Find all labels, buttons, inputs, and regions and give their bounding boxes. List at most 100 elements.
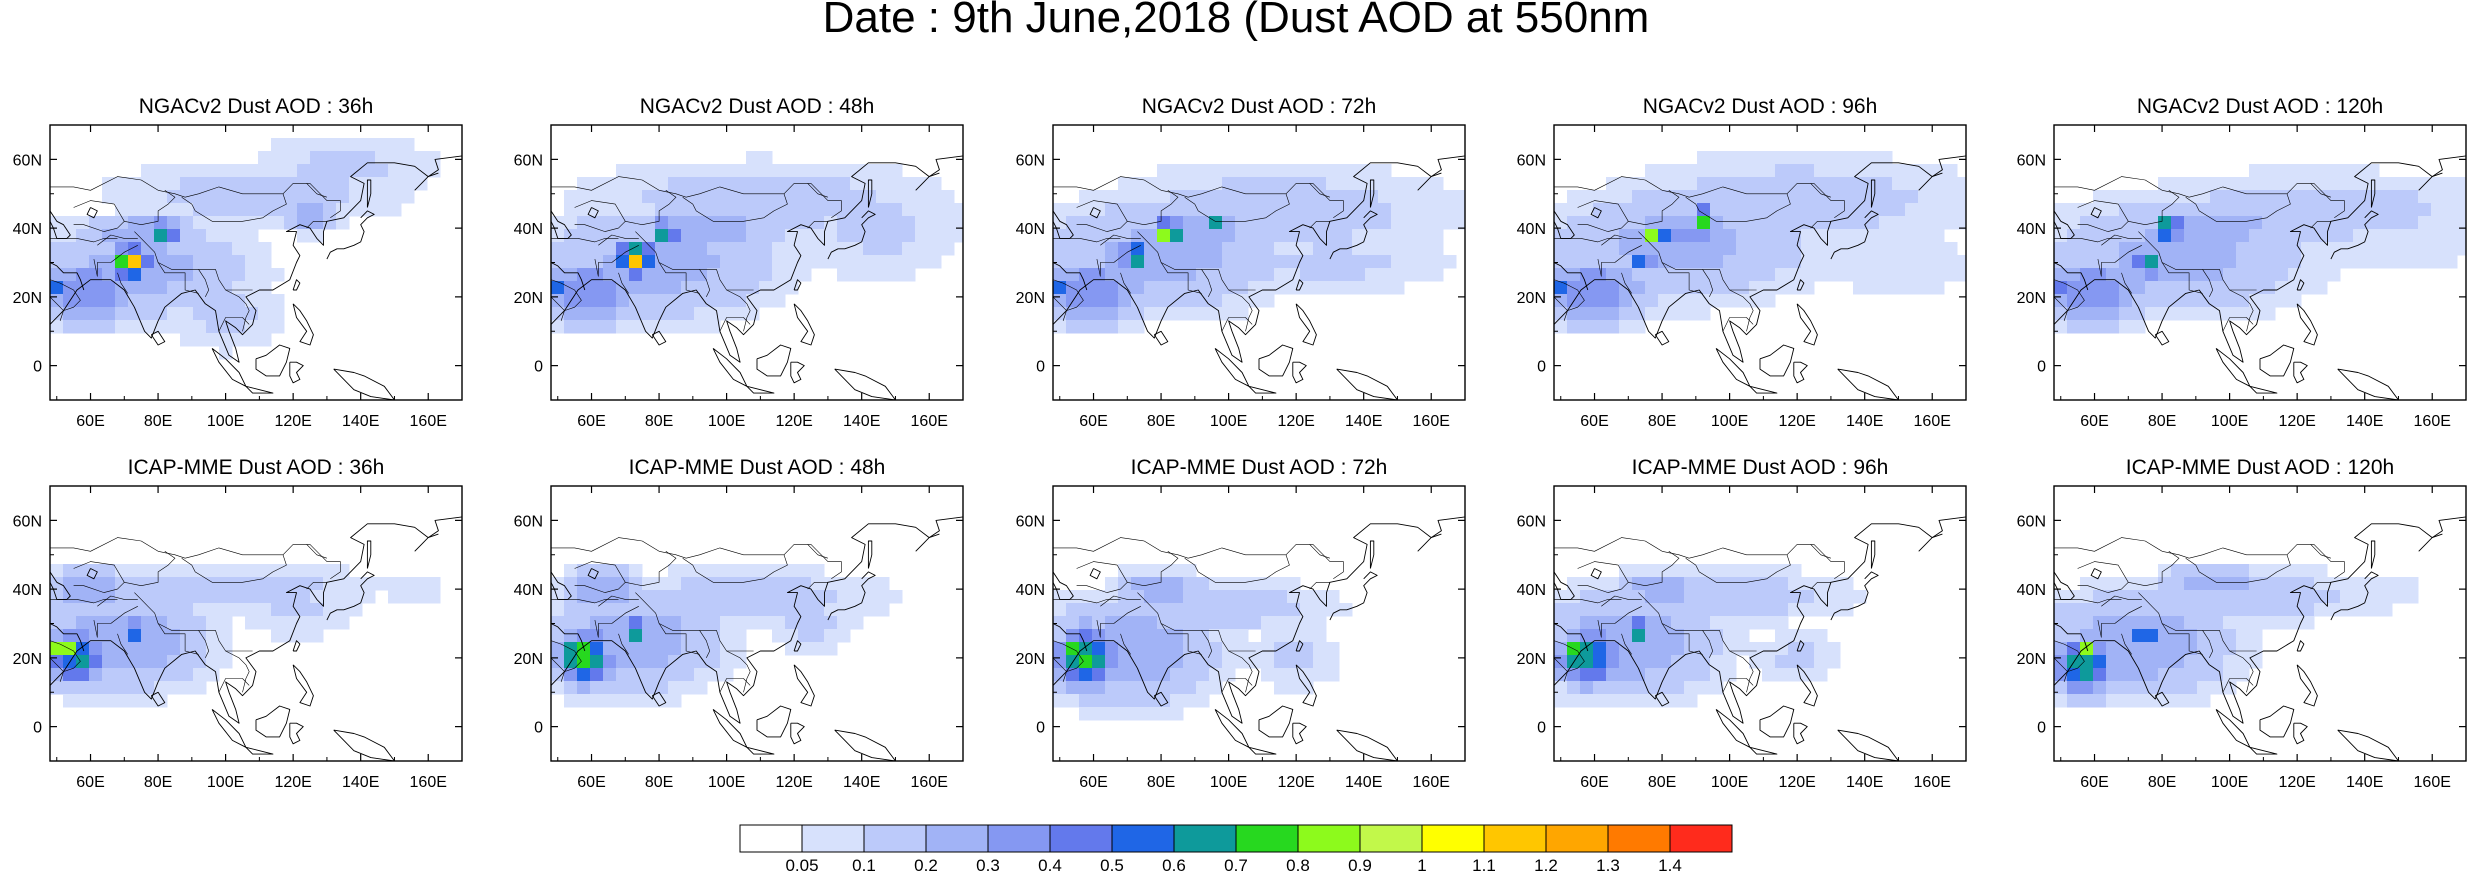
aod-cell (1378, 190, 1392, 204)
coastline (2296, 303, 2318, 346)
aod-cell (2171, 603, 2185, 617)
aod-cell (1632, 577, 1646, 591)
aod-cell (603, 203, 617, 217)
aod-cell (50, 668, 64, 682)
aod-cell (232, 268, 246, 282)
aod-cell (141, 255, 155, 269)
aod-cell (2054, 268, 2068, 282)
aod-cell (2405, 190, 2419, 204)
aod-cell (141, 668, 155, 682)
aod-cell (1697, 603, 1711, 617)
aod-cell (180, 294, 194, 308)
aod-cell (76, 668, 90, 682)
aod-cell (733, 616, 747, 630)
y-tick-label: 0 (534, 359, 543, 376)
aod-cell (219, 294, 233, 308)
aod-cell (590, 694, 604, 708)
coastline (2054, 262, 2089, 291)
aod-cell (2145, 642, 2159, 656)
coastline (50, 262, 85, 291)
coastline (1749, 385, 1778, 394)
aod-cell (1248, 190, 1262, 204)
aod-cell (2184, 655, 2198, 669)
aod-cell (219, 203, 233, 217)
x-tick-label: 60E (1079, 413, 1107, 430)
aod-cell (2132, 603, 2146, 617)
aod-cell (193, 229, 207, 243)
aod-cell (1957, 268, 1966, 282)
aod-cell (1365, 242, 1379, 256)
aod-cell (1710, 590, 1724, 604)
coastline (1329, 571, 1378, 621)
country-border (1722, 678, 1754, 693)
aod-cell (219, 642, 233, 656)
aod-cell (759, 281, 773, 295)
country-border (1601, 595, 1642, 607)
aod-cell (128, 642, 142, 656)
aod-cell (167, 681, 181, 695)
aod-cell (1944, 190, 1958, 204)
aod-cell (1749, 564, 1763, 578)
aod-cell (1593, 642, 1607, 656)
aod-cell (2236, 668, 2250, 682)
aod-cell (180, 577, 194, 591)
aod-cell (928, 216, 942, 230)
aod-cell (746, 281, 760, 295)
aod-cell (102, 655, 116, 669)
aod-cell (694, 616, 708, 630)
aod-cell (349, 203, 363, 217)
aod-cell (2171, 255, 2185, 269)
aod-cell (915, 242, 929, 256)
aod-cell (63, 564, 77, 578)
aod-cell (642, 190, 656, 204)
aod-cell (1671, 642, 1685, 656)
aod-cell (1157, 294, 1171, 308)
aod-cell (1788, 190, 1802, 204)
aod-cell (102, 255, 116, 269)
aod-cell (1287, 255, 1301, 269)
country-border (1628, 190, 1680, 225)
aod-cell (2223, 190, 2237, 204)
aod-cell (2353, 216, 2367, 230)
y-tick-label: 60N (2017, 513, 2046, 530)
aod-cell (2366, 242, 2380, 256)
aod-cell (1697, 177, 1711, 191)
aod-cell (824, 229, 838, 243)
aod-cell (2379, 590, 2393, 604)
colorbar-swatch (1173, 824, 1237, 853)
aod-cell (1209, 242, 1223, 256)
aod-cell (2210, 616, 2224, 630)
aod-cell (1105, 294, 1119, 308)
coastline (587, 568, 599, 580)
aod-cell (1892, 190, 1906, 204)
aod-cell (2106, 255, 2120, 269)
aod-cell (2275, 294, 2289, 308)
aod-cell (1710, 177, 1724, 191)
aod-cell (271, 577, 285, 591)
aod-cell (1170, 642, 1184, 656)
coastline (2249, 385, 2278, 394)
aod-cell (1697, 681, 1711, 695)
country-border (1554, 238, 1622, 243)
aod-cell (1801, 629, 1815, 643)
aod-cell (2249, 642, 2263, 656)
aod-cell (668, 216, 682, 230)
aod-cell (1905, 177, 1919, 191)
aod-cell (1118, 294, 1132, 308)
aod-cell (2132, 216, 2146, 230)
aod-cell (2288, 164, 2302, 178)
aod-cell (590, 629, 604, 643)
aod-cell (2158, 668, 2172, 682)
aod-cell (2327, 177, 2341, 191)
aod-field (1554, 151, 1966, 334)
aod-cell (1131, 229, 1145, 243)
aod-cell (785, 603, 799, 617)
aod-cell (2392, 242, 2406, 256)
aod-cell (590, 229, 604, 243)
aod-cell (2158, 242, 2172, 256)
aod-cell (668, 190, 682, 204)
aod-cell (1632, 603, 1646, 617)
aod-cell (1840, 164, 1854, 178)
aod-cell (2249, 629, 2263, 643)
